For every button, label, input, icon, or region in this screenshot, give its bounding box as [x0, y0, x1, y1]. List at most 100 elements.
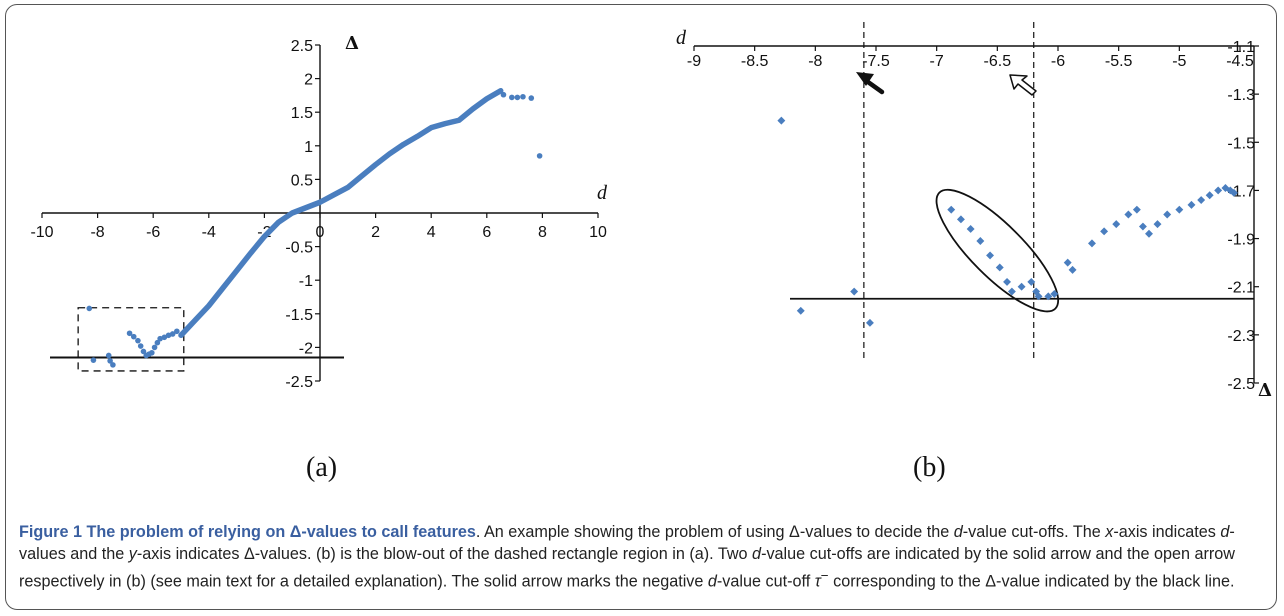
a-data-point	[107, 358, 113, 364]
b-data-point	[865, 318, 874, 327]
a-y-tick-label: 1.5	[291, 105, 313, 122]
b-data-point	[796, 306, 805, 315]
a-y-tick-label: 2.5	[291, 38, 313, 55]
a-x-tick-label: 4	[427, 224, 436, 241]
a-x-tick-label: 6	[482, 224, 491, 241]
b-data-point	[1197, 196, 1206, 205]
a-data-point	[509, 94, 515, 101]
panel-label-b: (b)	[913, 452, 946, 483]
a-data-point	[151, 344, 158, 351]
a-x-axis-title: d	[597, 182, 608, 204]
b-x-tick-label: -6	[1051, 53, 1065, 70]
b-highlight-ellipse	[935, 188, 1060, 313]
b-data-point	[956, 215, 965, 224]
b-y-tick-label: -2.5	[1227, 376, 1255, 393]
a-y-tick-label: -0.5	[285, 240, 313, 257]
a-y-tick-label: 2	[304, 72, 313, 89]
b-data-point	[1063, 258, 1072, 267]
b-data-point	[850, 287, 859, 296]
b-data-point	[1187, 200, 1196, 209]
a-data-point	[514, 94, 521, 101]
a-data-band	[178, 87, 504, 339]
a-y-axis-title: Δ	[345, 33, 359, 54]
figure-caption: Figure 1 The problem of relying on Δ-val…	[19, 523, 1235, 591]
b-data-point	[1132, 205, 1141, 214]
b-data-point	[1214, 186, 1223, 195]
b-x-tick-label: -9	[687, 53, 701, 70]
a-y-tick-label: -1.5	[285, 307, 313, 324]
a-data-point	[528, 95, 535, 101]
a-dashed-region	[77, 307, 185, 372]
a-data-point	[174, 328, 180, 335]
b-x-tick-label: -8	[808, 53, 822, 70]
b-y-tick-label: -2.1	[1227, 280, 1255, 297]
a-data-point	[137, 343, 144, 349]
a-y-tick-label: 1	[304, 139, 313, 156]
a-x-tick-label: 10	[589, 224, 607, 241]
panel-label-a: (a)	[306, 452, 338, 483]
a-data-point	[149, 349, 155, 356]
a-x-tick-label: -8	[90, 224, 104, 241]
b-data-point	[1112, 220, 1121, 229]
a-data-point	[110, 362, 116, 368]
b-data-point	[1138, 222, 1147, 231]
b-data-point	[1153, 220, 1162, 229]
b-data-point	[1003, 277, 1011, 286]
a-data-point	[520, 93, 526, 100]
a-data-point	[86, 305, 93, 312]
b-y-tick-label: -2.3	[1227, 328, 1255, 345]
b-y-tick-label: -1.1	[1227, 39, 1255, 56]
caption-title: Figure 1 The problem of relying on Δ-val…	[19, 523, 476, 541]
b-x-tick-label: -5.5	[1105, 53, 1133, 70]
b-x-tick-label: -4.5	[1226, 53, 1254, 70]
b-y-tick-label: -1.3	[1227, 87, 1255, 104]
b-data-point	[1068, 265, 1077, 274]
b-data-point	[966, 224, 975, 233]
a-y-tick-label: -1	[299, 273, 313, 290]
b-y-tick-label: -1.9	[1227, 232, 1255, 249]
b-data-point	[986, 251, 995, 260]
b-data-point	[1145, 229, 1153, 238]
a-y-tick-label: -2	[299, 340, 313, 357]
figure-frame	[5, 4, 1277, 610]
b-x-tick-label: -8.5	[741, 53, 769, 70]
a-y-tick-label: -2.5	[285, 374, 313, 391]
b-y-tick-label: -1.5	[1227, 135, 1255, 152]
a-y-tick-label: 0.5	[291, 172, 313, 189]
a-x-tick-label: 2	[371, 224, 380, 241]
b-data-point	[1163, 210, 1172, 219]
b-x-tick-label: -6.5	[984, 53, 1012, 70]
b-data-point	[1175, 205, 1184, 214]
b-data-point	[995, 263, 1004, 272]
a-data-point	[126, 330, 133, 337]
a-data-point	[140, 348, 147, 355]
solid-arrow-icon	[856, 72, 885, 95]
a-x-tick-label: -6	[146, 224, 160, 241]
b-data-point	[1205, 191, 1214, 200]
a-data-point	[161, 334, 168, 341]
a-data-point	[154, 339, 161, 346]
b-x-axis-title: d	[676, 27, 687, 49]
a-data-point	[500, 91, 507, 98]
b-data-point	[976, 237, 985, 245]
a-data-point	[135, 337, 141, 344]
a-x-tick-label: -4	[202, 224, 216, 241]
a-data-point	[130, 333, 137, 340]
b-data-point	[1017, 282, 1026, 291]
b-x-tick-label: -5	[1172, 53, 1186, 70]
a-x-tick-label: 8	[538, 224, 547, 241]
b-data-point	[1124, 210, 1133, 219]
a-data-point	[169, 331, 176, 337]
b-y-axis-title: Δ	[1258, 380, 1272, 401]
a-data-point	[90, 357, 97, 363]
a-data-point	[536, 153, 543, 159]
b-x-tick-label: -7	[930, 53, 944, 70]
a-x-tick-label: -10	[30, 224, 53, 241]
b-data-point	[1100, 227, 1109, 236]
open-arrow-icon	[1009, 74, 1037, 96]
b-data-point	[1088, 239, 1096, 248]
b-data-point	[947, 205, 956, 214]
b-data-point	[777, 116, 786, 125]
